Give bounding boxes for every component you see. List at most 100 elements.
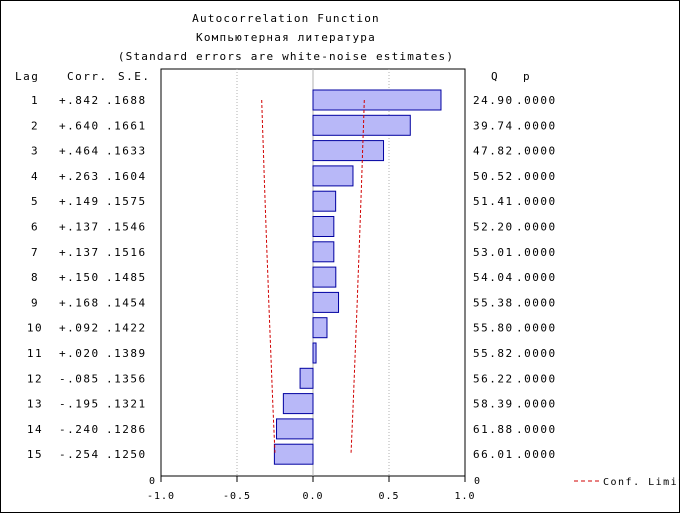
p-value: .0000	[516, 448, 557, 461]
lag-label: 15	[27, 448, 43, 461]
acf-bar-lag-12	[299, 367, 314, 389]
p-value: .0000	[516, 398, 557, 411]
acf-bar-lag-15	[273, 443, 314, 465]
se-value: .1250	[106, 448, 147, 461]
se-value: .1546	[106, 221, 147, 234]
x-tick-label: 1.0	[454, 491, 475, 502]
lag-label: 9	[31, 296, 39, 309]
p-value: .0000	[516, 423, 557, 436]
corr-value: +.842	[59, 94, 100, 107]
x-tick-label: -0.5	[223, 491, 251, 502]
header-corr: Corr.	[67, 70, 108, 83]
corr-value: +.464	[59, 145, 100, 158]
corr-value: -.195	[59, 398, 100, 411]
acf-bar-lag-10	[312, 317, 328, 339]
acf-bar-lag-9	[312, 291, 340, 313]
se-value: .1422	[106, 322, 147, 335]
p-value: .0000	[516, 271, 557, 284]
se-value: .1661	[106, 119, 147, 132]
se-value: .1454	[106, 296, 147, 309]
q-value: 51.41	[473, 195, 514, 208]
corr-value: +.092	[59, 322, 100, 335]
bottom-q-label: 0	[474, 476, 480, 487]
q-value: 24.90	[473, 94, 514, 107]
corr-value: -.254	[59, 448, 100, 461]
corr-value: -.240	[59, 423, 100, 436]
chart-note: (Standard errors are white-noise estimat…	[117, 50, 455, 63]
bottom-lag-label: 0	[149, 476, 155, 487]
chart-subtitle: Компьютерная литература	[196, 31, 376, 44]
acf-bar-lag-3	[312, 140, 385, 162]
x-axis: -1.0 -0.5 0.0 0.5 1.0	[147, 476, 475, 502]
se-value: .1286	[106, 423, 147, 436]
corr-value: +.020	[59, 347, 100, 360]
corr-value: -.085	[59, 372, 100, 385]
x-tick-label: 0.5	[378, 491, 399, 502]
lag-label: 10	[27, 322, 43, 335]
p-value: .0000	[516, 195, 557, 208]
lag-label: 11	[27, 347, 43, 360]
lag-label: 14	[27, 423, 43, 436]
p-value: .0000	[516, 145, 557, 158]
confidence-limits	[261, 99, 365, 455]
p-value: .0000	[516, 296, 557, 309]
q-value: 56.22	[473, 372, 514, 385]
acf-bar-lag-1	[312, 89, 442, 111]
acf-bar-lag-11	[312, 342, 317, 364]
x-tick-label: 0.0	[302, 491, 323, 502]
p-value: .0000	[516, 170, 557, 183]
p-value: .0000	[516, 246, 557, 259]
q-value: 61.88	[473, 423, 514, 436]
p-value: .0000	[516, 347, 557, 360]
conf-limit-lower	[261, 99, 276, 455]
lag-label: 12	[27, 372, 43, 385]
se-value: .1356	[106, 372, 147, 385]
se-value: .1389	[106, 347, 147, 360]
lag-label: 1	[31, 94, 39, 107]
q-value: 54.04	[473, 271, 514, 284]
se-value: .1321	[106, 398, 147, 411]
legend: Conf. Limit	[574, 477, 680, 488]
se-value: .1485	[106, 271, 147, 284]
q-value: 39.74	[473, 119, 514, 132]
acf-bar-lag-14	[276, 418, 314, 440]
chart-title: Autocorrelation Function	[192, 12, 380, 25]
header-se: S.E.	[118, 70, 151, 83]
acf-bar-lag-7	[312, 241, 335, 263]
header-q: Q	[491, 70, 499, 83]
p-value: .0000	[516, 221, 557, 234]
se-value: .1575	[106, 195, 147, 208]
corr-value: +.150	[59, 271, 100, 284]
corr-value: +.168	[59, 296, 100, 309]
lag-label: 2	[31, 119, 39, 132]
header-p: p	[523, 70, 531, 83]
q-value: 55.38	[473, 296, 514, 309]
lag-label: 4	[31, 170, 39, 183]
q-value: 47.82	[473, 145, 514, 158]
q-value: 50.52	[473, 170, 514, 183]
x-tick-label: -1.0	[147, 491, 175, 502]
corr-value: +.263	[59, 170, 100, 183]
p-value: .0000	[516, 94, 557, 107]
lag-label: 13	[27, 398, 43, 411]
acf-bar-lag-8	[312, 266, 337, 288]
lag-label: 5	[31, 195, 39, 208]
lag-label: 8	[31, 271, 39, 284]
p-value: .0000	[516, 322, 557, 335]
q-value: 66.01	[473, 448, 514, 461]
p-value: .0000	[516, 372, 557, 385]
corr-value: +.137	[59, 221, 100, 234]
q-value: 55.82	[473, 347, 514, 360]
acf-bar-lag-4	[312, 165, 354, 187]
p-value: .0000	[516, 119, 557, 132]
se-value: .1633	[106, 145, 147, 158]
q-value: 55.80	[473, 322, 514, 335]
q-value: 58.39	[473, 398, 514, 411]
corr-value: +.137	[59, 246, 100, 259]
corr-value: +.640	[59, 119, 100, 132]
header-lag: Lag	[15, 70, 39, 83]
correlation-bars	[273, 89, 442, 465]
